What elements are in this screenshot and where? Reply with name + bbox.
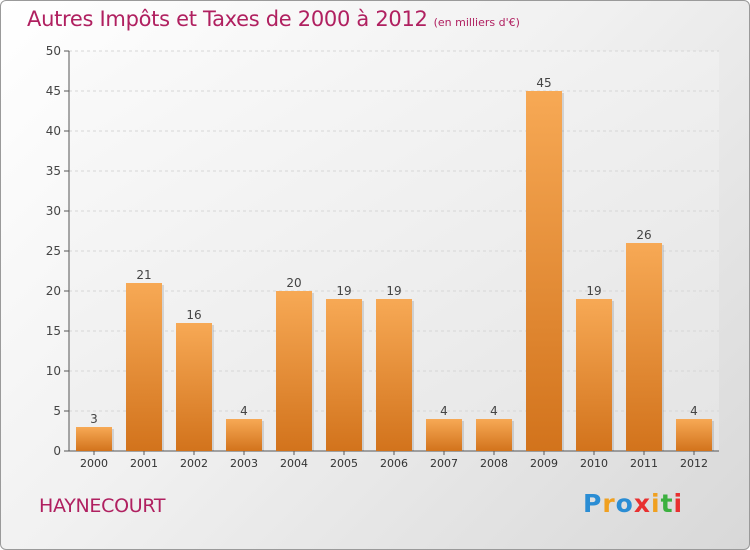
y-tick-label: 5 — [53, 404, 61, 418]
x-tick-label: 2008 — [480, 457, 508, 470]
bar — [176, 323, 212, 451]
x-tick-label: 2001 — [130, 457, 158, 470]
data-label: 19 — [586, 284, 601, 298]
data-label: 4 — [440, 404, 448, 418]
data-label: 19 — [336, 284, 351, 298]
y-tick-label: 50 — [46, 44, 61, 58]
logo-letter: i — [651, 489, 661, 518]
data-label: 4 — [240, 404, 248, 418]
y-tick-label: 25 — [46, 244, 61, 258]
bar — [76, 427, 112, 451]
bar — [426, 419, 462, 451]
bar — [626, 243, 662, 451]
x-tick-label: 2002 — [180, 457, 208, 470]
data-label: 21 — [136, 268, 151, 282]
x-tick-label: 2003 — [230, 457, 258, 470]
data-label: 45 — [536, 76, 551, 90]
data-label: 3 — [90, 412, 98, 426]
x-tick-label: 2006 — [380, 457, 408, 470]
x-tick-label: 2011 — [630, 457, 658, 470]
logo-letter: x — [633, 489, 651, 518]
y-tick-label: 40 — [46, 124, 61, 138]
x-tick-label: 2010 — [580, 457, 608, 470]
bar — [676, 419, 712, 451]
y-tick-label: 20 — [46, 284, 61, 298]
bar — [476, 419, 512, 451]
logo-letter: i — [673, 489, 684, 518]
chart-title-block: Autres Impôts et Taxes de 2000 à 2012 (en… — [27, 7, 520, 31]
data-label: 16 — [186, 308, 201, 322]
x-tick-label: 2004 — [280, 457, 308, 470]
bar — [526, 91, 562, 451]
x-tick-label: 2000 — [80, 457, 108, 470]
bar — [276, 291, 312, 451]
chart-unit-label: (en milliers d'€) — [433, 16, 520, 29]
x-tick-label: 2005 — [330, 457, 358, 470]
y-tick-label: 0 — [53, 444, 61, 458]
logo-letter: t — [660, 489, 674, 518]
data-label: 26 — [636, 228, 651, 242]
chart-title: Autres Impôts et Taxes de 2000 à 2012 — [27, 7, 428, 31]
x-tick-label: 2012 — [680, 457, 708, 470]
x-tick-label: 2007 — [430, 457, 458, 470]
data-label: 19 — [386, 284, 401, 298]
logo-letter: P — [583, 489, 603, 518]
logo-letter: r — [602, 489, 616, 518]
logo-letter: o — [615, 489, 634, 518]
y-tick-label: 30 — [46, 204, 61, 218]
data-label: 20 — [286, 276, 301, 290]
proxiti-logo: Proxiti — [583, 489, 683, 518]
bar — [376, 299, 412, 451]
bar — [576, 299, 612, 451]
data-label: 4 — [690, 404, 698, 418]
y-tick-label: 15 — [46, 324, 61, 338]
bar — [126, 283, 162, 451]
data-label: 4 — [490, 404, 498, 418]
x-tick-label: 2009 — [530, 457, 558, 470]
bar — [326, 299, 362, 451]
location-name: HAYNECOURT — [39, 495, 166, 517]
bar — [226, 419, 262, 451]
y-tick-label: 35 — [46, 164, 61, 178]
y-tick-label: 45 — [46, 84, 61, 98]
y-tick-label: 10 — [46, 364, 61, 378]
